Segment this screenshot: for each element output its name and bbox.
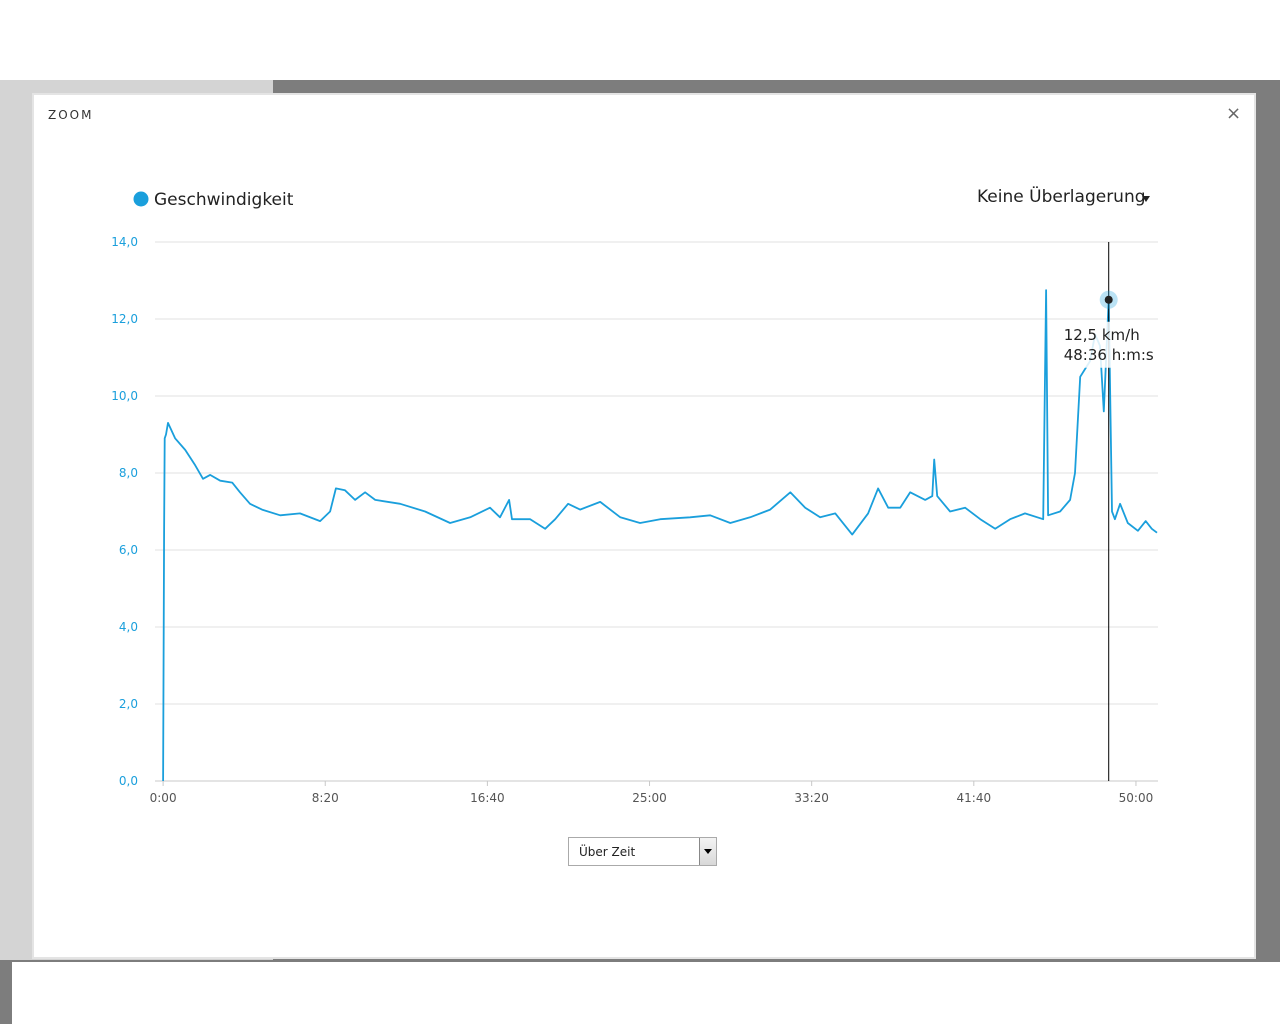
- x-tick-label: 16:40: [470, 791, 505, 805]
- tooltip-value: 12,5 km/h: [1064, 326, 1140, 344]
- x-tick-label: 0:00: [150, 791, 177, 805]
- close-button[interactable]: ×: [1226, 103, 1242, 124]
- top-bar: [0, 0, 1280, 80]
- x-tick-label: 41:40: [957, 791, 992, 805]
- legend-label: Geschwindigkeit: [154, 190, 294, 210]
- overlay-dropdown[interactable]: Keine Überlagerung: [977, 187, 1146, 207]
- y-tick-label: 14,0: [111, 235, 138, 249]
- x-tick-label: 50:00: [1119, 791, 1154, 805]
- mode-select[interactable]: Über Zeit: [568, 837, 717, 866]
- select-button[interactable]: [699, 838, 716, 865]
- y-tick-label: 0,0: [119, 774, 138, 788]
- y-tick-label: 2,0: [119, 697, 138, 711]
- modal-title: ZOOM: [48, 108, 94, 122]
- zoom-modal: [32, 93, 1256, 959]
- y-tick-label: 10,0: [111, 389, 138, 403]
- y-tick-label: 8,0: [119, 466, 138, 480]
- x-tick-label: 8:20: [312, 791, 339, 805]
- x-tick-label: 33:20: [794, 791, 829, 805]
- y-tick-label: 4,0: [119, 620, 138, 634]
- select-text: Über Zeit: [579, 845, 636, 859]
- bottom-area: [12, 962, 1280, 1024]
- series-line: [162, 289, 1158, 782]
- tooltip-time: 48:36 h:m:s: [1064, 346, 1154, 364]
- y-tick-label: 12,0: [111, 312, 138, 326]
- dropdown-caret[interactable]: [1142, 196, 1150, 202]
- tooltip-bg: [1060, 321, 1159, 368]
- y-tick-label: 6,0: [119, 543, 138, 557]
- x-tick-label: 25:00: [632, 791, 667, 805]
- legend-marker: [133, 191, 149, 207]
- hover-point: [1104, 295, 1113, 304]
